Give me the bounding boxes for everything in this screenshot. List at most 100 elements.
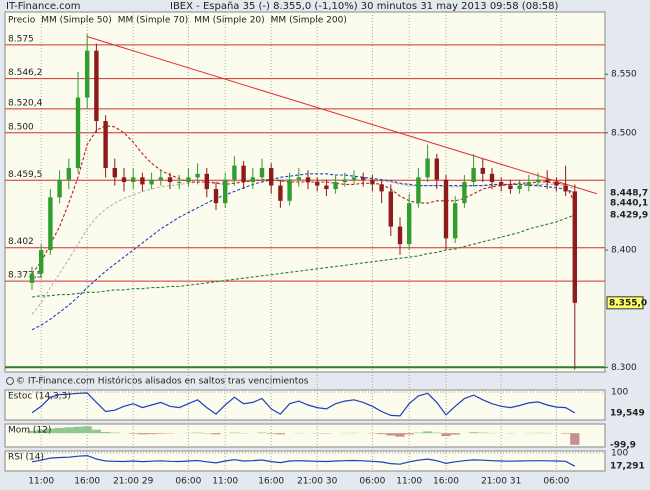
candle-body xyxy=(535,179,541,183)
candle-body xyxy=(361,177,366,180)
y-tick-label: 100 xyxy=(611,388,628,398)
candle-body xyxy=(158,177,163,180)
candle-body xyxy=(508,185,513,190)
x-tick-label: 06:00 xyxy=(175,477,201,487)
candle-body xyxy=(241,165,246,183)
candle-body xyxy=(416,177,421,204)
x-tick-label: 11:00 xyxy=(396,477,422,487)
last-value-label: 8.429,9 xyxy=(610,210,648,220)
panel-title: Estoc (14,3,3) xyxy=(8,392,71,402)
moving-average xyxy=(31,125,576,274)
x-tick-label: 16:00 xyxy=(74,477,100,487)
momentum-bar xyxy=(110,432,120,434)
candle-body xyxy=(167,177,173,183)
momentum-bar xyxy=(73,426,83,434)
x-tick-label: 21:00 30 xyxy=(297,477,338,487)
chart-title: IBEX - España 35 (-) 8.355,0 (-1,10%) 30… xyxy=(170,1,559,12)
candle-body xyxy=(121,177,127,183)
momentum-bar xyxy=(395,433,405,437)
candle-body xyxy=(545,179,550,183)
candle-body xyxy=(75,97,81,168)
panel-title: RSI (14) xyxy=(8,453,44,463)
panel-title: Mom (12) xyxy=(8,426,51,436)
candle-body xyxy=(259,167,265,178)
momentum-bar xyxy=(423,431,433,434)
candle-body xyxy=(517,185,522,190)
candle-body xyxy=(232,165,237,180)
candle-body xyxy=(103,121,108,168)
candle-body xyxy=(499,182,504,186)
x-tick-label: 16:00 xyxy=(433,477,459,487)
level-label: 8.546,2 xyxy=(8,68,42,78)
y-tick-label: 8.400 xyxy=(611,246,637,256)
panel-2 xyxy=(4,423,606,448)
candle-body xyxy=(149,179,154,185)
last-value-label: 8.448,7 xyxy=(610,188,648,198)
candle-body xyxy=(489,173,495,183)
moving-average xyxy=(31,179,575,315)
legend-label: Precio xyxy=(8,16,36,26)
momentum-bar xyxy=(450,433,460,435)
momentum-bar xyxy=(45,428,55,434)
candle-body xyxy=(407,203,412,245)
x-tick-label: 06:00 xyxy=(543,477,569,487)
candle-body xyxy=(563,185,568,192)
moving-average xyxy=(31,173,576,331)
moving-average xyxy=(31,214,575,298)
momentum-bar xyxy=(193,432,203,434)
x-tick-label: 16:00 xyxy=(258,477,284,487)
candle-body xyxy=(186,177,191,183)
candle-body xyxy=(278,185,283,201)
last-price-label: 8.355,0 xyxy=(609,298,647,308)
candle-body xyxy=(213,189,219,204)
x-tick-label: 21:00 29 xyxy=(113,477,154,487)
candle-body xyxy=(480,167,485,174)
momentum-bar xyxy=(386,433,396,436)
candle-body xyxy=(443,179,449,239)
candle-body xyxy=(29,273,35,283)
momentum-bar xyxy=(128,433,138,434)
indicator-line xyxy=(31,454,576,467)
legend-entry: MM (Simple 20) xyxy=(194,16,264,26)
candle-body xyxy=(39,250,44,274)
candle-body xyxy=(140,177,145,185)
momentum-bar xyxy=(432,432,442,434)
momentum-bar xyxy=(377,433,387,435)
momentum-bar xyxy=(55,427,65,434)
candle-body xyxy=(471,167,476,183)
site-name: IT-Finance.com xyxy=(6,1,81,12)
last-value-label: 8.440,1 xyxy=(610,199,648,209)
level-label: 8.575 xyxy=(8,34,34,44)
candle-body xyxy=(94,50,99,122)
candle-body xyxy=(554,182,559,186)
candle-body xyxy=(526,182,531,186)
candle-body xyxy=(287,179,292,201)
candle-body xyxy=(204,173,209,190)
candle-body xyxy=(434,158,439,180)
candle-body xyxy=(66,167,71,180)
panel-1 xyxy=(4,389,606,421)
candle-body xyxy=(131,177,136,183)
x-tick-label: 11:00 xyxy=(28,477,54,487)
level-label: 8.402 xyxy=(8,237,34,247)
legend-entry: MM (Simple 50) xyxy=(41,16,111,26)
y-tick-label: 8.300 xyxy=(611,363,637,373)
candle-body xyxy=(296,177,301,180)
candle-body xyxy=(305,177,311,183)
legend-entry: MM (Simple 200) xyxy=(271,16,347,26)
candle-body xyxy=(388,191,393,227)
momentum-bar xyxy=(469,432,479,434)
legend-entry: MM (Simple 70) xyxy=(118,16,188,26)
candle-body xyxy=(453,203,458,239)
y-tick-label: 8.500 xyxy=(611,128,637,138)
momentum-bar xyxy=(570,433,580,445)
candle-body xyxy=(379,184,384,192)
y-tick-label: 8.550 xyxy=(611,70,637,80)
footer: © IT-Finance.com Históricos alisados en … xyxy=(16,376,309,387)
candle-body xyxy=(177,182,182,184)
candle-body xyxy=(269,167,274,186)
momentum-bar xyxy=(147,433,157,435)
x-tick-label: 21:00 31 xyxy=(481,477,521,487)
momentum-bar xyxy=(211,433,221,435)
